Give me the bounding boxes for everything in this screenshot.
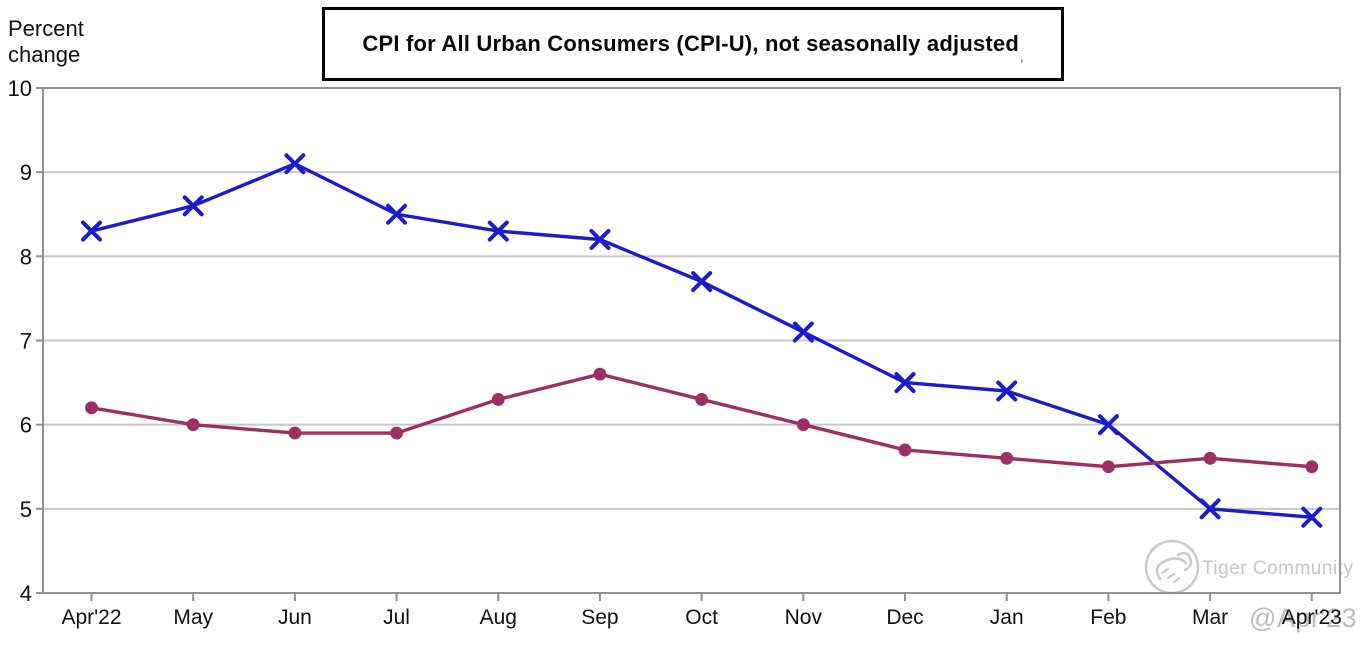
marker-dot-maroon-dot-series: [796, 418, 810, 432]
x-tick-label: May: [173, 606, 213, 629]
y-tick-label: 5: [20, 497, 32, 522]
x-tick-label: Oct: [685, 606, 718, 629]
x-tick-label: Feb: [1090, 606, 1126, 629]
marker-dot-maroon-dot-series: [695, 393, 709, 406]
marker-dot-maroon-dot-series: [85, 401, 98, 415]
watermark-brand-text: Tiger Community: [1202, 558, 1354, 579]
marker-x-blue-x-series: [81, 220, 102, 242]
x-tick-label: Sep: [581, 606, 618, 629]
marker-dot-maroon-dot-series: [1000, 451, 1014, 465]
marker-x-blue-x-series: [996, 380, 1018, 402]
marker-dot-maroon-dot-series: [186, 418, 200, 432]
x-tick-label: Jul: [383, 606, 410, 629]
x-tick-label: Mar: [1192, 606, 1228, 629]
marker-dot-maroon-dot-series: [491, 393, 505, 406]
marker-x-blue-x-series: [487, 220, 509, 242]
marker-x-blue-x-series: [182, 195, 204, 217]
y-tick-label: 4: [20, 581, 32, 606]
y-tick-label: 9: [20, 160, 32, 185]
watermark-handle-text: @Apr'23: [1249, 603, 1358, 633]
marker-x-blue-x-series: [386, 203, 408, 225]
marker-x-blue-x-series: [792, 321, 814, 343]
marker-x-blue-x-series: [1199, 498, 1221, 520]
chart-title: CPI for All Urban Consumers (CPI-U), not…: [362, 31, 1019, 56]
x-tick-label: Nov: [785, 606, 823, 629]
y-tick-label: 8: [20, 244, 32, 269]
marker-x-blue-x-series: [1301, 506, 1323, 528]
marker-dot-maroon-dot-series: [390, 426, 403, 440]
marker-x-blue-x-series: [284, 153, 306, 175]
y-axis-title: Percent change: [8, 16, 84, 67]
marker-dot-maroon-dot-series: [593, 367, 607, 381]
marker-dot-maroon-dot-series: [288, 426, 302, 440]
chart-title-box: CPI for All Urban Consumers (CPI-U), not…: [322, 7, 1064, 81]
marker-dot-maroon-dot-series: [1102, 460, 1115, 474]
marker-x-blue-x-series: [691, 271, 713, 293]
line-maroon-dot-series: [91, 372, 1312, 469]
marker-x-blue-x-series: [1097, 414, 1119, 436]
x-tick-label: Jan: [990, 606, 1024, 629]
marker-dot-maroon-dot-series: [1203, 451, 1217, 465]
x-tick-label: Aug: [480, 606, 517, 629]
marker-x-blue-x-series: [894, 372, 916, 394]
y-tick-label: 6: [20, 413, 32, 438]
marker-dot-maroon-dot-series: [1305, 460, 1319, 474]
x-tick-label: Dec: [886, 606, 923, 629]
chart-title-footnote-mark: ,: [1020, 49, 1024, 64]
y-tick-label: 7: [20, 329, 32, 354]
x-tick-label: Jun: [278, 606, 312, 629]
marker-dot-maroon-dot-series: [898, 443, 912, 457]
marker-x-blue-x-series: [589, 229, 611, 250]
x-tick-label: Apr'22: [61, 606, 121, 629]
x-tick-label: Apr'23: [1282, 606, 1342, 629]
y-tick-label: 10: [8, 76, 32, 101]
